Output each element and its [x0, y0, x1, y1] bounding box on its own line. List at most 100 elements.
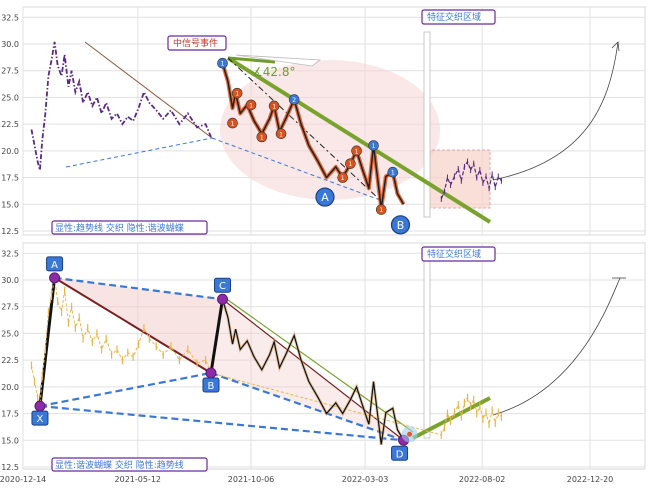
x-tick-label: 2022-08-02: [459, 475, 506, 484]
harmonic-ab: [54, 277, 212, 374]
top-y-tick-label: 12.5: [1, 227, 19, 236]
bottom-trend-lower: [412, 396, 491, 440]
harmonic-bd: [210, 371, 404, 442]
bottom-y-tick-label: 12.5: [1, 463, 19, 472]
bottom-pattern-dot: [49, 272, 61, 284]
wave-marker-label: 1: [379, 207, 383, 214]
bottom-y-tick-label: 27.5: [1, 303, 19, 312]
bottom-projection-arc: [492, 277, 621, 416]
wave-marker: [387, 166, 399, 178]
top-y-tick-label: 22.5: [1, 120, 19, 129]
bottom-pattern-dot: [205, 367, 217, 379]
bottom-pattern-label: X: [37, 414, 44, 425]
wave-marker-label: 1: [355, 148, 359, 155]
wave-marker: [256, 131, 268, 143]
bottom-candle-path: [30, 277, 502, 436]
top-lower-dashed: [65, 137, 213, 168]
top-lower-dashed-2: [211, 137, 381, 201]
bottom-event-dot: [407, 431, 413, 437]
x-tick-label: 2022-12-20: [567, 475, 614, 484]
top-y-tick-label: 30.0: [1, 40, 19, 49]
bottom-pattern-label: C: [219, 281, 226, 292]
feature-region-box: [426, 149, 491, 209]
wave-marker-label: 1: [272, 103, 276, 110]
bottom-region-marker: [423, 257, 431, 439]
event-label-box: 中信号事件: [167, 35, 227, 51]
bottom-y-tick-label: 30.0: [1, 276, 19, 285]
harmonic-fill-abc: [54, 277, 223, 373]
top-upper-trend-early: [84, 41, 213, 139]
bottom-pattern-label-box: [202, 377, 220, 393]
bottom-region-label-box: 特征交织区域: [421, 246, 496, 262]
top-y-tick-label: 27.5: [1, 67, 19, 76]
bottom-pattern-label: A: [51, 260, 58, 271]
bottom-y-tick-label: 32.5: [1, 249, 19, 258]
bottom-pattern-label-box: [214, 277, 232, 293]
bottom-price-series: [221, 298, 405, 445]
wave-marker: [268, 100, 280, 112]
bottom-pattern-markers: X A B C D: [31, 256, 418, 461]
top-y-tick-label: 20.0: [1, 147, 19, 156]
harmonic-bc: [209, 299, 225, 374]
bottom-legend-text: 显性:谐波蝴蝶 交织 隐性:趋势线: [55, 459, 184, 471]
pattern-highlight-ellipse: [220, 60, 440, 200]
bottom-y-tick-label: 17.5: [1, 410, 19, 419]
harmonic-xd: [39, 404, 404, 442]
wave-marker: [245, 99, 257, 111]
top-candle-path: [440, 160, 502, 200]
event-label: 中信号事件: [173, 37, 218, 49]
wave-marker-label: 1: [348, 161, 352, 168]
wave-marker: [375, 204, 387, 215]
x-tick-label: 2021-10-06: [228, 475, 275, 484]
bottom-pattern-label: D: [396, 449, 404, 460]
top-dashdot-line: [227, 57, 381, 201]
top-pattern-marker-label: A: [321, 191, 329, 204]
bottom-panel: [22, 242, 646, 470]
bottom-pattern-label-box: [46, 256, 64, 272]
angle-label: ∡42.8°: [252, 65, 295, 79]
wave-marker: [231, 87, 243, 99]
bottom-pattern-label: B: [208, 381, 215, 392]
top-region-label-box: 特征交织区域: [421, 9, 496, 25]
wave-marker: [351, 145, 362, 157]
bottom-pattern-label-box: [31, 410, 49, 426]
harmonic-xa: [38, 277, 57, 407]
wave-marker: [227, 117, 238, 129]
bottom-legend-box: 显性:谐波蝴蝶 交织 隐性:趋势线: [51, 457, 208, 472]
top-price-series: [30, 41, 212, 171]
bottom-region-label: 特征交织区域: [427, 248, 481, 260]
bottom-pattern-dot: [34, 400, 46, 412]
harmonic-xb: [39, 371, 212, 408]
top-region-label: 特征交织区域: [427, 11, 481, 23]
top-y-tick-label: 25.0: [1, 93, 19, 102]
wave-marker: [275, 128, 287, 140]
top-y-tick-label: 32.5: [1, 13, 19, 22]
wave-marker-label: 1: [279, 131, 283, 138]
top-legend-box: 显性:趋势线 交织 隐性:谐波蝴蝶: [51, 220, 208, 235]
top-y-tick-label: 15.0: [1, 200, 19, 209]
top-region-marker: [423, 31, 431, 218]
top-projection-arrow: [611, 41, 620, 52]
top-projection-arc: [492, 41, 619, 181]
top-pattern-marker: [315, 187, 335, 207]
x-tick-label: 2022-03-03: [342, 475, 389, 484]
wave-marker: [217, 57, 228, 69]
wave-marker-label: 1: [231, 121, 235, 128]
bottom-y-tick-label: 25.0: [1, 329, 19, 338]
wave-marker: [288, 94, 300, 105]
top-pattern-marker-label: B: [397, 219, 405, 232]
angle-base-line: [227, 56, 276, 64]
top-y-tick-label: 17.5: [1, 174, 19, 183]
wave-marker-label: 1: [341, 175, 345, 182]
wave-marker: [345, 158, 356, 169]
event-pointer: [235, 54, 322, 67]
axis-tick-labels: 32.5 30.0 27.5 25.0 22.5 20.0 17.5 15.0 12.5 32.5…: [0, 13, 613, 484]
wave-marker-label: 1: [260, 134, 264, 141]
x-tick-label: 2021-05-12: [115, 475, 162, 484]
top-pattern-marker: [390, 215, 411, 235]
wave-marker-label: 1: [391, 170, 395, 177]
bottom-y-tick-label: 20.0: [1, 383, 19, 392]
wave-marker: [337, 172, 349, 183]
wave-marker: [368, 140, 379, 151]
